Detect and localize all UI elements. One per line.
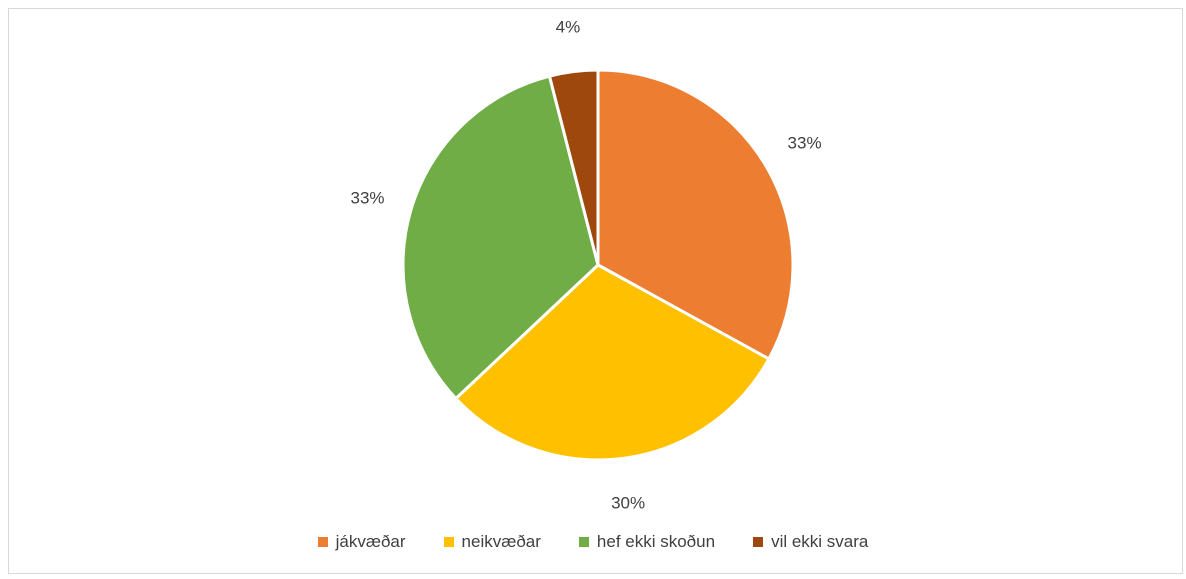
data-label-neikvaedar: 30% <box>611 494 645 513</box>
data-label-jakvaedar: 33% <box>788 133 822 152</box>
legend-item-vil-ekki-svara: vil ekki svara <box>753 532 868 552</box>
legend-label: hef ekki skoðun <box>596 532 716 551</box>
data-label-vil-ekki-svara: 4% <box>556 17 581 36</box>
legend-label: neikvæðar <box>461 532 541 551</box>
data-label-hef-ekki-skodun: 33% <box>351 189 385 208</box>
legend-swatch <box>578 537 589 547</box>
pie-slice-jakvaedar <box>596 68 795 361</box>
pie-slice-vil-ekki-svara <box>548 68 600 267</box>
legend-swatch <box>443 537 454 547</box>
legend: jákvæðar neikvæðar hef ekki skoðun vil e… <box>0 532 1186 552</box>
legend-label: jákvæðar <box>335 532 406 551</box>
legend-swatch <box>753 537 764 547</box>
legend-item-hef-ekki-skodun: hef ekki skoðun <box>578 532 716 552</box>
legend-item-jakvaedar: jákvæðar <box>317 532 406 552</box>
legend-item-neikvaedar: neikvæðar <box>443 532 541 552</box>
legend-swatch <box>317 537 328 547</box>
legend-label: vil ekki svara <box>771 532 869 551</box>
pie-slice-neikvaedar <box>454 263 771 462</box>
pie-slice-hef-ekki-skodun <box>401 74 600 400</box>
